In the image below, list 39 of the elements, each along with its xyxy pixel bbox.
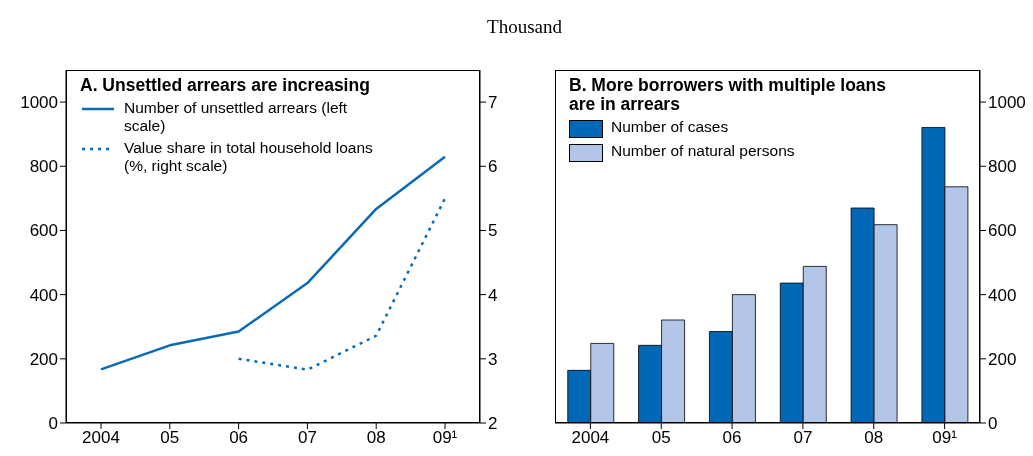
y2-tick-label: 600 — [988, 221, 1017, 241]
x-tick-label: 06 — [229, 428, 249, 448]
x-tick-label: 2004 — [571, 428, 610, 448]
x-tick-label: 2004 — [82, 428, 120, 448]
y2-tick-label: 7 — [488, 93, 498, 113]
y-tick-label: 600 — [29, 221, 58, 241]
text: B. More borrowers with multiple loans are in arrears — [569, 75, 887, 114]
y2-tick-label: 1000 — [988, 93, 1026, 113]
line-series — [99, 155, 447, 371]
y-tick-label: 0 — [48, 414, 58, 434]
x-tick-label: 09¹ — [932, 428, 958, 448]
y2-tick-label: 4 — [488, 285, 498, 305]
y2-tick-label: 3 — [488, 349, 498, 369]
x-tick-label: 07 — [297, 428, 317, 448]
x-tick-label: 05 — [651, 428, 671, 448]
legend-label: Value share in total household loans (%, right scale) — [124, 139, 374, 175]
x-tick-label: 06 — [722, 428, 742, 448]
line-series — [237, 197, 447, 371]
y2-tick-label: 2 — [488, 414, 498, 434]
x-tick-label: 07 — [793, 428, 813, 448]
text: Thousand — [486, 16, 563, 38]
x-tick-label: 08 — [864, 428, 884, 448]
x-tick-label: 05 — [160, 428, 180, 448]
y2-tick-label: 0 — [988, 414, 998, 434]
y2-tick-label: 400 — [988, 285, 1017, 305]
y2-tick-label: 6 — [488, 157, 498, 177]
legend-label: Number of cases — [611, 118, 730, 136]
y-tick-label: 400 — [29, 285, 58, 305]
legend-label: Number of natural persons — [611, 142, 796, 160]
x-tick-label: 08 — [366, 428, 386, 448]
y2-tick-label: 5 — [488, 221, 498, 241]
y-tick-label: 1000 — [20, 93, 58, 113]
y2-tick-label: 200 — [988, 349, 1017, 369]
legend-label: Number of unsettled arrears (left scale) — [124, 99, 349, 135]
x-tick-label: 09¹ — [432, 428, 458, 448]
y-tick-label: 800 — [29, 157, 58, 177]
y2-tick-label: 800 — [988, 157, 1017, 177]
chart-title: A. Unsettled arrears are increasing — [80, 75, 371, 95]
y-tick-label: 200 — [29, 349, 58, 369]
